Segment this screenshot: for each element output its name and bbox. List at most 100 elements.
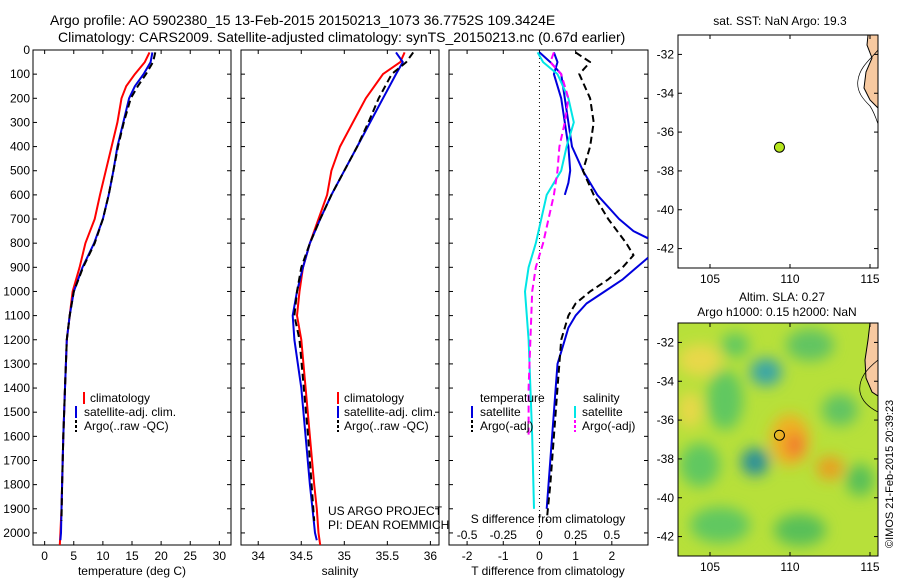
y-tick-label: -32 xyxy=(657,47,675,61)
sla-map-title-line1: Altim. SLA: 0.27 xyxy=(739,290,825,304)
sla-heatmap xyxy=(678,323,878,556)
top-x-tick-label: 0.5 xyxy=(603,528,620,542)
x-tick-label: 0 xyxy=(536,549,543,563)
y-tick-label: -38 xyxy=(657,164,675,178)
top-x-tick-label: -0.25 xyxy=(490,528,518,542)
y-tick-label: 700 xyxy=(10,212,30,226)
figure-title-line1: Argo profile: AO 5902380_15 13-Feb-2015 … xyxy=(50,12,555,28)
x-tick-label: 25 xyxy=(184,549,198,563)
top-x-tick-label: 0.25 xyxy=(564,528,588,542)
x-tick-label: 115 xyxy=(860,272,879,286)
x-tick-label: 36 xyxy=(424,549,438,563)
salinity-legend: climatology satellite-adj. clim. Argo(..… xyxy=(337,391,436,433)
x-tick-label: 115 xyxy=(860,560,879,574)
y-tick-label: -40 xyxy=(657,203,675,217)
x-tick-label: 105 xyxy=(700,560,720,574)
x-tick-label: 20 xyxy=(154,549,168,563)
y-tick-label: -40 xyxy=(657,491,675,505)
heatmap-blob xyxy=(816,456,844,480)
credit-text: ©IMOS 21-Feb-2015 20:39:23 xyxy=(884,400,896,548)
sst-map-land xyxy=(857,35,878,125)
x-tick-label: 15 xyxy=(125,549,139,563)
y-tick-label: 1100 xyxy=(4,309,30,323)
legend-label-satellite: satellite-adj. clim. xyxy=(344,405,436,419)
y-tick-label: -42 xyxy=(657,530,675,544)
x-tick-label: 105 xyxy=(700,272,720,286)
legend-label-climatology: climatology xyxy=(90,391,150,405)
x-tick-label: -2 xyxy=(462,549,473,563)
temperature-x-label: temperature (deg C) xyxy=(78,564,186,578)
salinity-x-label: salinity xyxy=(322,564,359,578)
y-tick-label: 200 xyxy=(10,91,30,105)
x-tick-label: 5 xyxy=(70,549,77,563)
y-tick-label: -38 xyxy=(657,452,675,466)
difference-legend: temperature salinity satellite Argo(-adj… xyxy=(471,391,635,433)
sst-map-title: sat. SST: NaN Argo: 19.3 xyxy=(713,14,847,28)
heatmap-blob xyxy=(750,358,782,386)
difference-panel-frame xyxy=(448,49,649,546)
heatmap-blob xyxy=(680,443,720,487)
x-tick-label: 0 xyxy=(41,549,48,563)
argo-float-marker xyxy=(773,141,785,153)
series-line-argo-adj xyxy=(527,52,570,437)
coastline-contour xyxy=(857,49,878,125)
project-annotation: US ARGO PROJECT xyxy=(328,504,443,518)
x-tick-label: 35 xyxy=(338,549,352,563)
temperature-profiles xyxy=(58,51,157,545)
heatmap-blob xyxy=(774,514,826,546)
temperature-legend: climatology satellite-adj. clim. Argo(..… xyxy=(75,391,176,433)
salinity-profiles xyxy=(291,51,415,545)
heatmap-blob xyxy=(741,448,769,476)
y-tick-label: 1000 xyxy=(3,284,30,298)
series-line-satellite xyxy=(552,52,572,196)
sla-map-title-line2: Argo h1000: 0.15 h2000: NaN xyxy=(697,305,856,319)
x-tick-label: 110 xyxy=(780,560,799,574)
legend-label-argo: Argo(..raw -QC) xyxy=(84,419,169,433)
top-x-tick-label: -0.5 xyxy=(457,528,478,542)
salinity-panel-frame xyxy=(240,49,440,546)
x-tick-label: 10 xyxy=(96,549,110,563)
legend-label-sal-satellite: satellite xyxy=(582,405,623,419)
y-tick-label: 1800 xyxy=(3,478,30,492)
y-tick-label: 0 xyxy=(23,43,30,57)
heatmap-blob xyxy=(678,344,722,376)
legend-label-climatology: climatology xyxy=(344,391,404,405)
y-tick-label: 1500 xyxy=(3,405,30,419)
heatmap-blob xyxy=(721,333,749,357)
y-tick-label: 1400 xyxy=(3,381,30,395)
heatmap-blob xyxy=(822,394,858,426)
temperature-panel-frame xyxy=(32,49,232,546)
legend-title-temperature: temperature xyxy=(480,391,545,405)
y-tick-label: 800 xyxy=(10,236,30,250)
coastline-contour xyxy=(859,359,878,413)
y-tick-label: 100 xyxy=(10,67,30,81)
legend-label-satellite: satellite-adj. clim. xyxy=(84,405,176,419)
y-tick-label: 1200 xyxy=(3,333,30,347)
y-tick-label: 1900 xyxy=(3,502,30,516)
heatmap-blob xyxy=(846,464,874,496)
y-tick-label: -34 xyxy=(657,86,675,100)
coastline xyxy=(863,35,878,109)
y-tick-label: 600 xyxy=(10,188,30,202)
heatmap-blob xyxy=(786,329,834,361)
difference-profiles xyxy=(524,51,648,521)
heatmap-blob xyxy=(690,507,750,543)
sla-map-frame xyxy=(677,322,879,557)
sla-map-axes: -32 -34 -36 -38 -40 -42 105 110 115 xyxy=(657,323,880,574)
heatmap-blob xyxy=(678,392,702,428)
salinity-axes: 34 34.5 35 35.5 36 xyxy=(241,49,439,563)
figure-title-line2: Climatology: CARS2009. Satellite-adjuste… xyxy=(58,29,625,45)
series-line-satellite xyxy=(545,256,648,509)
x-tick-label: 34 xyxy=(252,549,266,563)
legend-label-sal-argo: Argo(-adj) xyxy=(582,419,635,433)
legend-title-salinity: salinity xyxy=(583,391,620,405)
x-tick-label: 30 xyxy=(213,549,227,563)
x-tick-label: 110 xyxy=(780,272,799,286)
y-tick-label: 1600 xyxy=(3,429,30,443)
difference-top-x-label: S difference from climatology xyxy=(471,512,626,526)
y-tick-label: -36 xyxy=(657,413,675,427)
x-tick-label: 1 xyxy=(572,549,579,563)
y-tick-label: -36 xyxy=(657,125,675,139)
heatmap-blob xyxy=(787,433,803,457)
heatmap-blob xyxy=(707,370,743,430)
